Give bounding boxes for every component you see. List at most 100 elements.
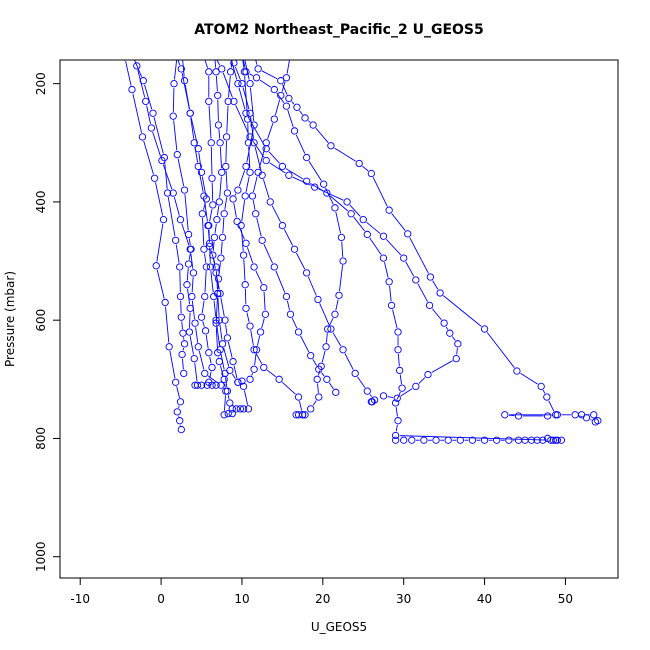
data-point	[252, 210, 260, 218]
data-point	[258, 171, 266, 179]
data-point	[270, 263, 278, 271]
data-point	[170, 80, 178, 88]
data-point	[425, 301, 434, 310]
series-segment	[132, 93, 143, 133]
data-point	[250, 263, 258, 271]
data-point	[244, 405, 253, 413]
data-point	[446, 329, 454, 337]
data-point	[250, 346, 258, 354]
data-point	[282, 74, 291, 82]
data-point	[307, 352, 315, 360]
series-segment	[325, 187, 334, 205]
series-segment	[579, 415, 583, 418]
series-segment	[271, 205, 281, 223]
series-segment	[230, 60, 238, 80]
y-axis-label: Pressure (mbar)	[3, 271, 17, 367]
data-point	[217, 381, 225, 389]
data-point	[282, 292, 291, 301]
data-point	[179, 329, 187, 337]
series-segment	[263, 291, 266, 311]
data-point	[363, 387, 371, 395]
data-point	[394, 417, 402, 425]
data-point	[197, 313, 206, 321]
data-point	[241, 192, 249, 200]
series-segment	[258, 146, 266, 169]
data-point	[262, 145, 270, 153]
data-point	[173, 150, 181, 159]
data-point	[176, 398, 185, 406]
data-point	[212, 68, 220, 76]
series-segment	[399, 374, 402, 385]
data-point	[220, 210, 228, 218]
series-segment	[372, 177, 388, 207]
series-segment	[261, 318, 265, 329]
series-segment	[152, 131, 162, 157]
data-point	[150, 174, 159, 182]
data-point	[398, 384, 406, 392]
series-3	[169, 51, 202, 389]
series-segment	[246, 247, 254, 264]
series-segment	[225, 141, 227, 163]
series-segment	[255, 353, 263, 365]
series-segment	[392, 309, 398, 329]
data-point	[128, 85, 136, 94]
data-point	[432, 436, 440, 444]
data-point	[322, 343, 330, 351]
data-point	[216, 289, 224, 298]
data-point	[468, 436, 477, 444]
data-point	[224, 97, 232, 106]
data-point	[174, 51, 180, 57]
series-15	[230, 60, 566, 444]
data-point	[262, 156, 270, 165]
series-segment	[201, 176, 207, 195]
data-point	[287, 51, 293, 57]
data-point	[188, 292, 196, 301]
series-segment	[244, 288, 247, 305]
series-segment	[254, 353, 257, 366]
data-point	[180, 340, 189, 348]
data-point	[238, 377, 246, 385]
data-point	[285, 94, 293, 103]
series-segment	[283, 229, 294, 246]
series-segment	[339, 265, 343, 292]
data-point	[298, 411, 307, 419]
data-point	[246, 375, 254, 383]
data-point	[577, 411, 586, 419]
series-segment	[266, 369, 277, 378]
data-point	[315, 393, 323, 401]
data-point	[224, 409, 232, 418]
series-segment	[321, 372, 325, 377]
series-segment	[328, 382, 334, 390]
series-segment	[174, 60, 178, 80]
series-segment	[204, 271, 207, 293]
series-segment	[366, 221, 381, 234]
series-segment	[204, 60, 208, 68]
series-segment	[226, 105, 229, 133]
y-tick-label: 600	[34, 309, 48, 332]
series-segment	[296, 252, 306, 270]
data-point	[294, 328, 303, 336]
data-point	[393, 394, 401, 402]
series-segment	[173, 196, 180, 216]
data-point	[242, 239, 250, 247]
series-segment	[217, 297, 220, 317]
series-segment	[198, 170, 204, 192]
series-segment	[225, 324, 228, 334]
series-segment	[287, 109, 294, 128]
data-point	[246, 133, 254, 141]
data-point	[191, 319, 199, 327]
series-segment	[261, 70, 278, 80]
data-point	[385, 206, 393, 214]
series-segment	[211, 182, 214, 201]
x-tick-label: 0	[157, 592, 165, 606]
data-point	[228, 409, 236, 418]
series-segment	[155, 182, 164, 216]
series-segment	[172, 87, 175, 112]
series-segment	[299, 110, 303, 115]
data-point	[122, 60, 127, 61]
series-segment	[295, 134, 306, 154]
series-segment	[315, 127, 329, 143]
data-point	[242, 304, 250, 313]
series-segment	[418, 377, 426, 384]
data-point	[213, 216, 221, 224]
